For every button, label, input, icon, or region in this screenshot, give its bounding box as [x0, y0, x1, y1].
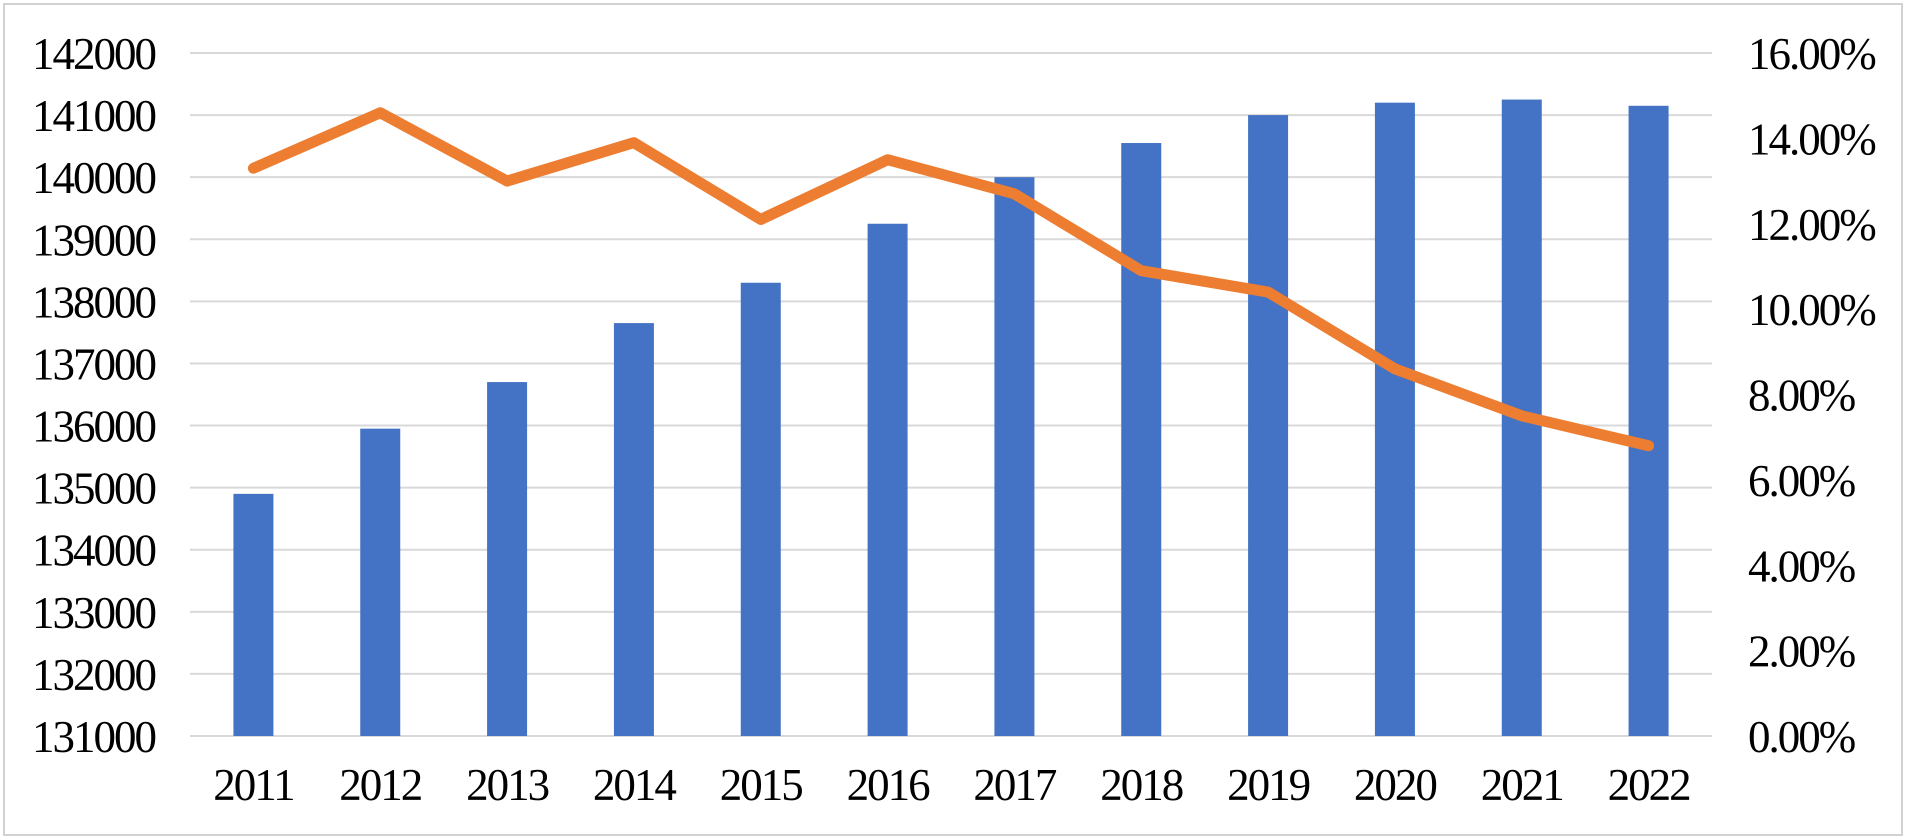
bar-2017: [994, 177, 1035, 736]
left-axis-tick: 136000: [32, 402, 156, 452]
x-axis-tick-2020: 2020: [1354, 760, 1437, 810]
bar-2012: [360, 428, 401, 736]
x-axis-tick-2018: 2018: [1100, 760, 1183, 810]
gridlines: [190, 52, 1712, 737]
right-axis-labels: 0.00% 2.00% 4.00% 6.00% 8.00% 10.00% 12.00% 14.…: [1748, 29, 1877, 762]
bar-2022: [1628, 105, 1669, 736]
right-axis-tick: 12.00%: [1748, 200, 1875, 250]
left-axis-tick: 137000: [32, 339, 156, 389]
right-axis-tick: 0.00%: [1748, 712, 1855, 762]
left-axis-tick: 135000: [32, 464, 156, 514]
chart-border: [3, 3, 1903, 836]
left-axis-tick: 132000: [32, 650, 156, 700]
bar-2019: [1248, 115, 1289, 736]
bar-2014: [613, 323, 654, 736]
x-axis-tick-2021: 2021: [1481, 760, 1563, 810]
x-axis-tick-2019: 2019: [1227, 760, 1310, 810]
bar-2013: [487, 382, 528, 736]
bar-2020: [1374, 102, 1415, 736]
trend-line: [247, 107, 1655, 452]
left-axis-tick: 133000: [32, 588, 156, 638]
right-axis-tick: 10.00%: [1748, 285, 1875, 335]
bar-2011: [233, 493, 274, 736]
right-axis-tick: 6.00%: [1748, 456, 1855, 506]
right-axis-tick: 4.00%: [1748, 541, 1855, 591]
left-axis-labels: 131000 132000 133000 134000 135000 136000 1370…: [32, 29, 158, 762]
x-axis-tick-2016: 2016: [847, 760, 931, 810]
right-axis-tick: 2.00%: [1748, 627, 1855, 677]
bar-2015: [740, 282, 781, 736]
right-axis-tick: 14.00%: [1748, 114, 1875, 164]
x-axis-labels: 2011 2012 2013 2014 2015 2016 2017 2018 2019 2020…: [213, 760, 1692, 810]
x-axis-tick-2017: 2017: [973, 760, 1057, 810]
left-axis-tick: 142000: [32, 29, 156, 79]
x-axis-tick-2013: 2013: [466, 760, 549, 810]
right-axis-tick: 16.00%: [1748, 29, 1875, 79]
left-axis-tick: 140000: [32, 153, 156, 203]
bar-series: [233, 99, 1669, 737]
left-axis-tick: 141000: [32, 91, 156, 141]
left-axis-tick: 134000: [32, 526, 156, 576]
bar-2018: [1121, 143, 1162, 737]
x-axis-tick-2011: 2011: [213, 760, 293, 810]
left-axis-tick: 138000: [32, 277, 156, 327]
x-axis-tick-2015: 2015: [720, 760, 803, 810]
x-axis-tick-2022: 2022: [1608, 760, 1691, 810]
x-axis-tick-2014: 2014: [593, 760, 677, 810]
right-axis-tick: 8.00%: [1748, 371, 1855, 421]
x-axis-tick-2012: 2012: [339, 760, 422, 810]
bar-2016: [867, 223, 908, 736]
left-axis-tick: 131000: [32, 712, 156, 762]
left-axis-tick: 139000: [32, 215, 156, 265]
